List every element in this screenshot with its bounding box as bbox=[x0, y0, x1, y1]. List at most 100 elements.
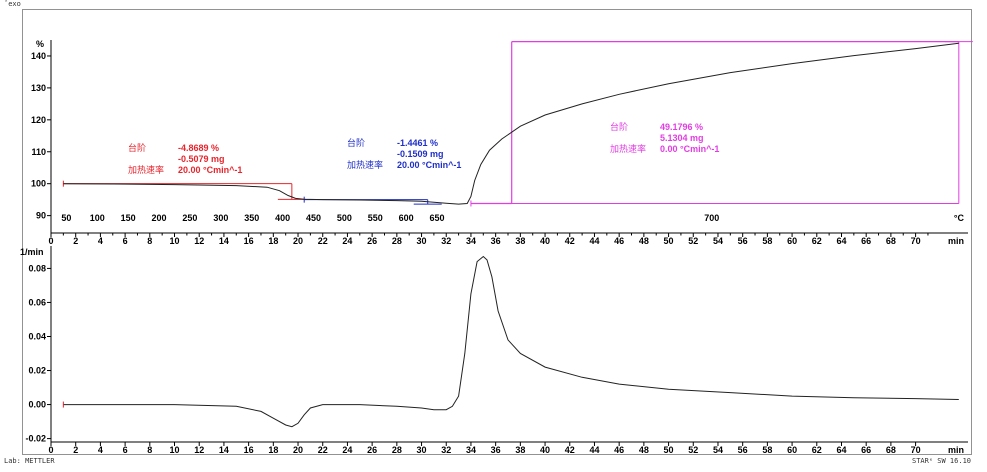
dtg-time-tick-label: 12 bbox=[194, 445, 204, 455]
temperature-tick-label: 650 bbox=[429, 213, 444, 223]
time-tick-label: 10 bbox=[170, 236, 180, 246]
temperature-tick-label: 400 bbox=[275, 213, 290, 223]
step-1-label: 台阶 bbox=[128, 142, 146, 153]
temperature-tick-label: 200 bbox=[152, 213, 167, 223]
temperature-tick-label: 450 bbox=[306, 213, 321, 223]
step-3-mass: 5.1304 mg bbox=[660, 133, 704, 143]
dtg-time-tick-label: 22 bbox=[318, 445, 328, 455]
dtg-time-tick-label: 20 bbox=[293, 445, 303, 455]
time-tick-label: 64 bbox=[836, 236, 846, 246]
y-unit-label: % bbox=[36, 39, 44, 49]
time-tick-label: 24 bbox=[342, 236, 352, 246]
time-tick-label: 42 bbox=[565, 236, 575, 246]
y-tick-label: 140 bbox=[31, 51, 46, 61]
time-tick-label: 14 bbox=[219, 236, 229, 246]
temperature-tick-label: 50 bbox=[61, 213, 71, 223]
dtg-time-tick-label: 38 bbox=[515, 445, 525, 455]
dtg-y-tick-label: 0.00 bbox=[28, 400, 46, 410]
time-tick-label: 30 bbox=[417, 236, 427, 246]
dtg-curve bbox=[63, 255, 959, 428]
dtg-time-tick-label: 24 bbox=[342, 445, 352, 455]
dtg-time-tick-label: 34 bbox=[466, 445, 476, 455]
dtg-time-tick-label: 0 bbox=[48, 445, 53, 455]
dtg-time-tick-label: 42 bbox=[565, 445, 575, 455]
step-1-percent: -4.8689 % bbox=[178, 143, 219, 153]
step-3-rate: 0.00 °Cmin^-1 bbox=[660, 144, 719, 154]
dtg-time-tick-label: 8 bbox=[147, 445, 152, 455]
time-tick-label: 50 bbox=[664, 236, 674, 246]
dtg-time-tick-label: 68 bbox=[886, 445, 896, 455]
dtg-time-unit-label: min bbox=[948, 445, 964, 455]
y-tick-label: 110 bbox=[31, 147, 46, 157]
step-1-mass: -0.5079 mg bbox=[178, 154, 225, 164]
time-tick-label: 54 bbox=[713, 236, 723, 246]
time-tick-label: 62 bbox=[812, 236, 822, 246]
dtg-y-unit-label: 1/min bbox=[20, 247, 44, 257]
temperature-tick-label: 550 bbox=[368, 213, 383, 223]
dtg-time-tick-label: 46 bbox=[614, 445, 624, 455]
exo-label: ˆexo bbox=[4, 0, 21, 8]
dtg-time-tick-label: 54 bbox=[713, 445, 723, 455]
temperature-tick-label: 600 bbox=[399, 213, 414, 223]
dtg-time-tick-label: 70 bbox=[911, 445, 921, 455]
step-3-rate-label: 加热速率 bbox=[610, 143, 646, 154]
time-tick-label: 56 bbox=[738, 236, 748, 246]
dtg-time-tick-label: 2 bbox=[73, 445, 78, 455]
dtg-time-tick-label: 52 bbox=[688, 445, 698, 455]
time-tick-label: 46 bbox=[614, 236, 624, 246]
time-tick-label: 26 bbox=[367, 236, 377, 246]
time-tick-label: 22 bbox=[318, 236, 328, 246]
time-tick-label: 66 bbox=[861, 236, 871, 246]
temperature-tick-label: 300 bbox=[213, 213, 228, 223]
step-2-percent: -1.4461 % bbox=[397, 138, 438, 148]
y-tick-label: 90 bbox=[36, 211, 46, 221]
dtg-y-tick-label: 0.04 bbox=[28, 331, 46, 341]
time-tick-label: 18 bbox=[268, 236, 278, 246]
dtg-y-tick-label: 0.02 bbox=[28, 366, 46, 376]
dtg-time-tick-label: 18 bbox=[268, 445, 278, 455]
temperature-unit-label: °C bbox=[954, 213, 965, 223]
time-tick-label: 0 bbox=[48, 236, 53, 246]
time-tick-label: 36 bbox=[491, 236, 501, 246]
dtg-time-tick-label: 26 bbox=[367, 445, 377, 455]
dtg-time-tick-label: 64 bbox=[836, 445, 846, 455]
temperature-tick-label: 350 bbox=[244, 213, 259, 223]
step-2-rate: 20.00 °Cmin^-1 bbox=[397, 160, 461, 170]
time-tick-label: 44 bbox=[589, 236, 599, 246]
time-tick-label: 2 bbox=[73, 236, 78, 246]
y-tick-label: 130 bbox=[31, 83, 46, 93]
temperature-tick-label: 700 bbox=[704, 213, 719, 223]
dtg-time-tick-label: 36 bbox=[491, 445, 501, 455]
dtg-time-tick-label: 30 bbox=[417, 445, 427, 455]
temperature-tick-label: 150 bbox=[121, 213, 136, 223]
step-2-mass: -0.1509 mg bbox=[397, 149, 444, 159]
dtg-y-tick-label: 0.06 bbox=[28, 297, 46, 307]
time-tick-label: 28 bbox=[392, 236, 402, 246]
dtg-time-tick-label: 14 bbox=[219, 445, 229, 455]
step-3-label: 台阶 bbox=[610, 121, 628, 132]
time-tick-label: 32 bbox=[441, 236, 451, 246]
dtg-time-tick-label: 50 bbox=[664, 445, 674, 455]
time-tick-label: 34 bbox=[466, 236, 476, 246]
time-tick-label: 58 bbox=[762, 236, 772, 246]
step-1-rate-label: 加热速率 bbox=[128, 164, 164, 175]
time-tick-label: 8 bbox=[147, 236, 152, 246]
dtg-time-tick-label: 10 bbox=[170, 445, 180, 455]
dtg-time-tick-label: 4 bbox=[98, 445, 103, 455]
dtg-time-tick-label: 66 bbox=[861, 445, 871, 455]
frame bbox=[22, 9, 972, 455]
time-tick-label: 38 bbox=[515, 236, 525, 246]
dtg-time-tick-label: 56 bbox=[738, 445, 748, 455]
dtg-time-tick-label: 44 bbox=[589, 445, 599, 455]
y-tick-label: 100 bbox=[31, 179, 46, 189]
time-tick-label: 48 bbox=[639, 236, 649, 246]
temperature-tick-label: 500 bbox=[337, 213, 352, 223]
time-unit-label: min bbox=[948, 236, 964, 246]
time-tick-label: 70 bbox=[911, 236, 921, 246]
temperature-tick-label: 100 bbox=[90, 213, 105, 223]
time-tick-label: 12 bbox=[194, 236, 204, 246]
time-tick-label: 20 bbox=[293, 236, 303, 246]
tg-curve bbox=[63, 42, 959, 205]
step-1-rate: 20.00 °Cmin^-1 bbox=[178, 165, 242, 175]
